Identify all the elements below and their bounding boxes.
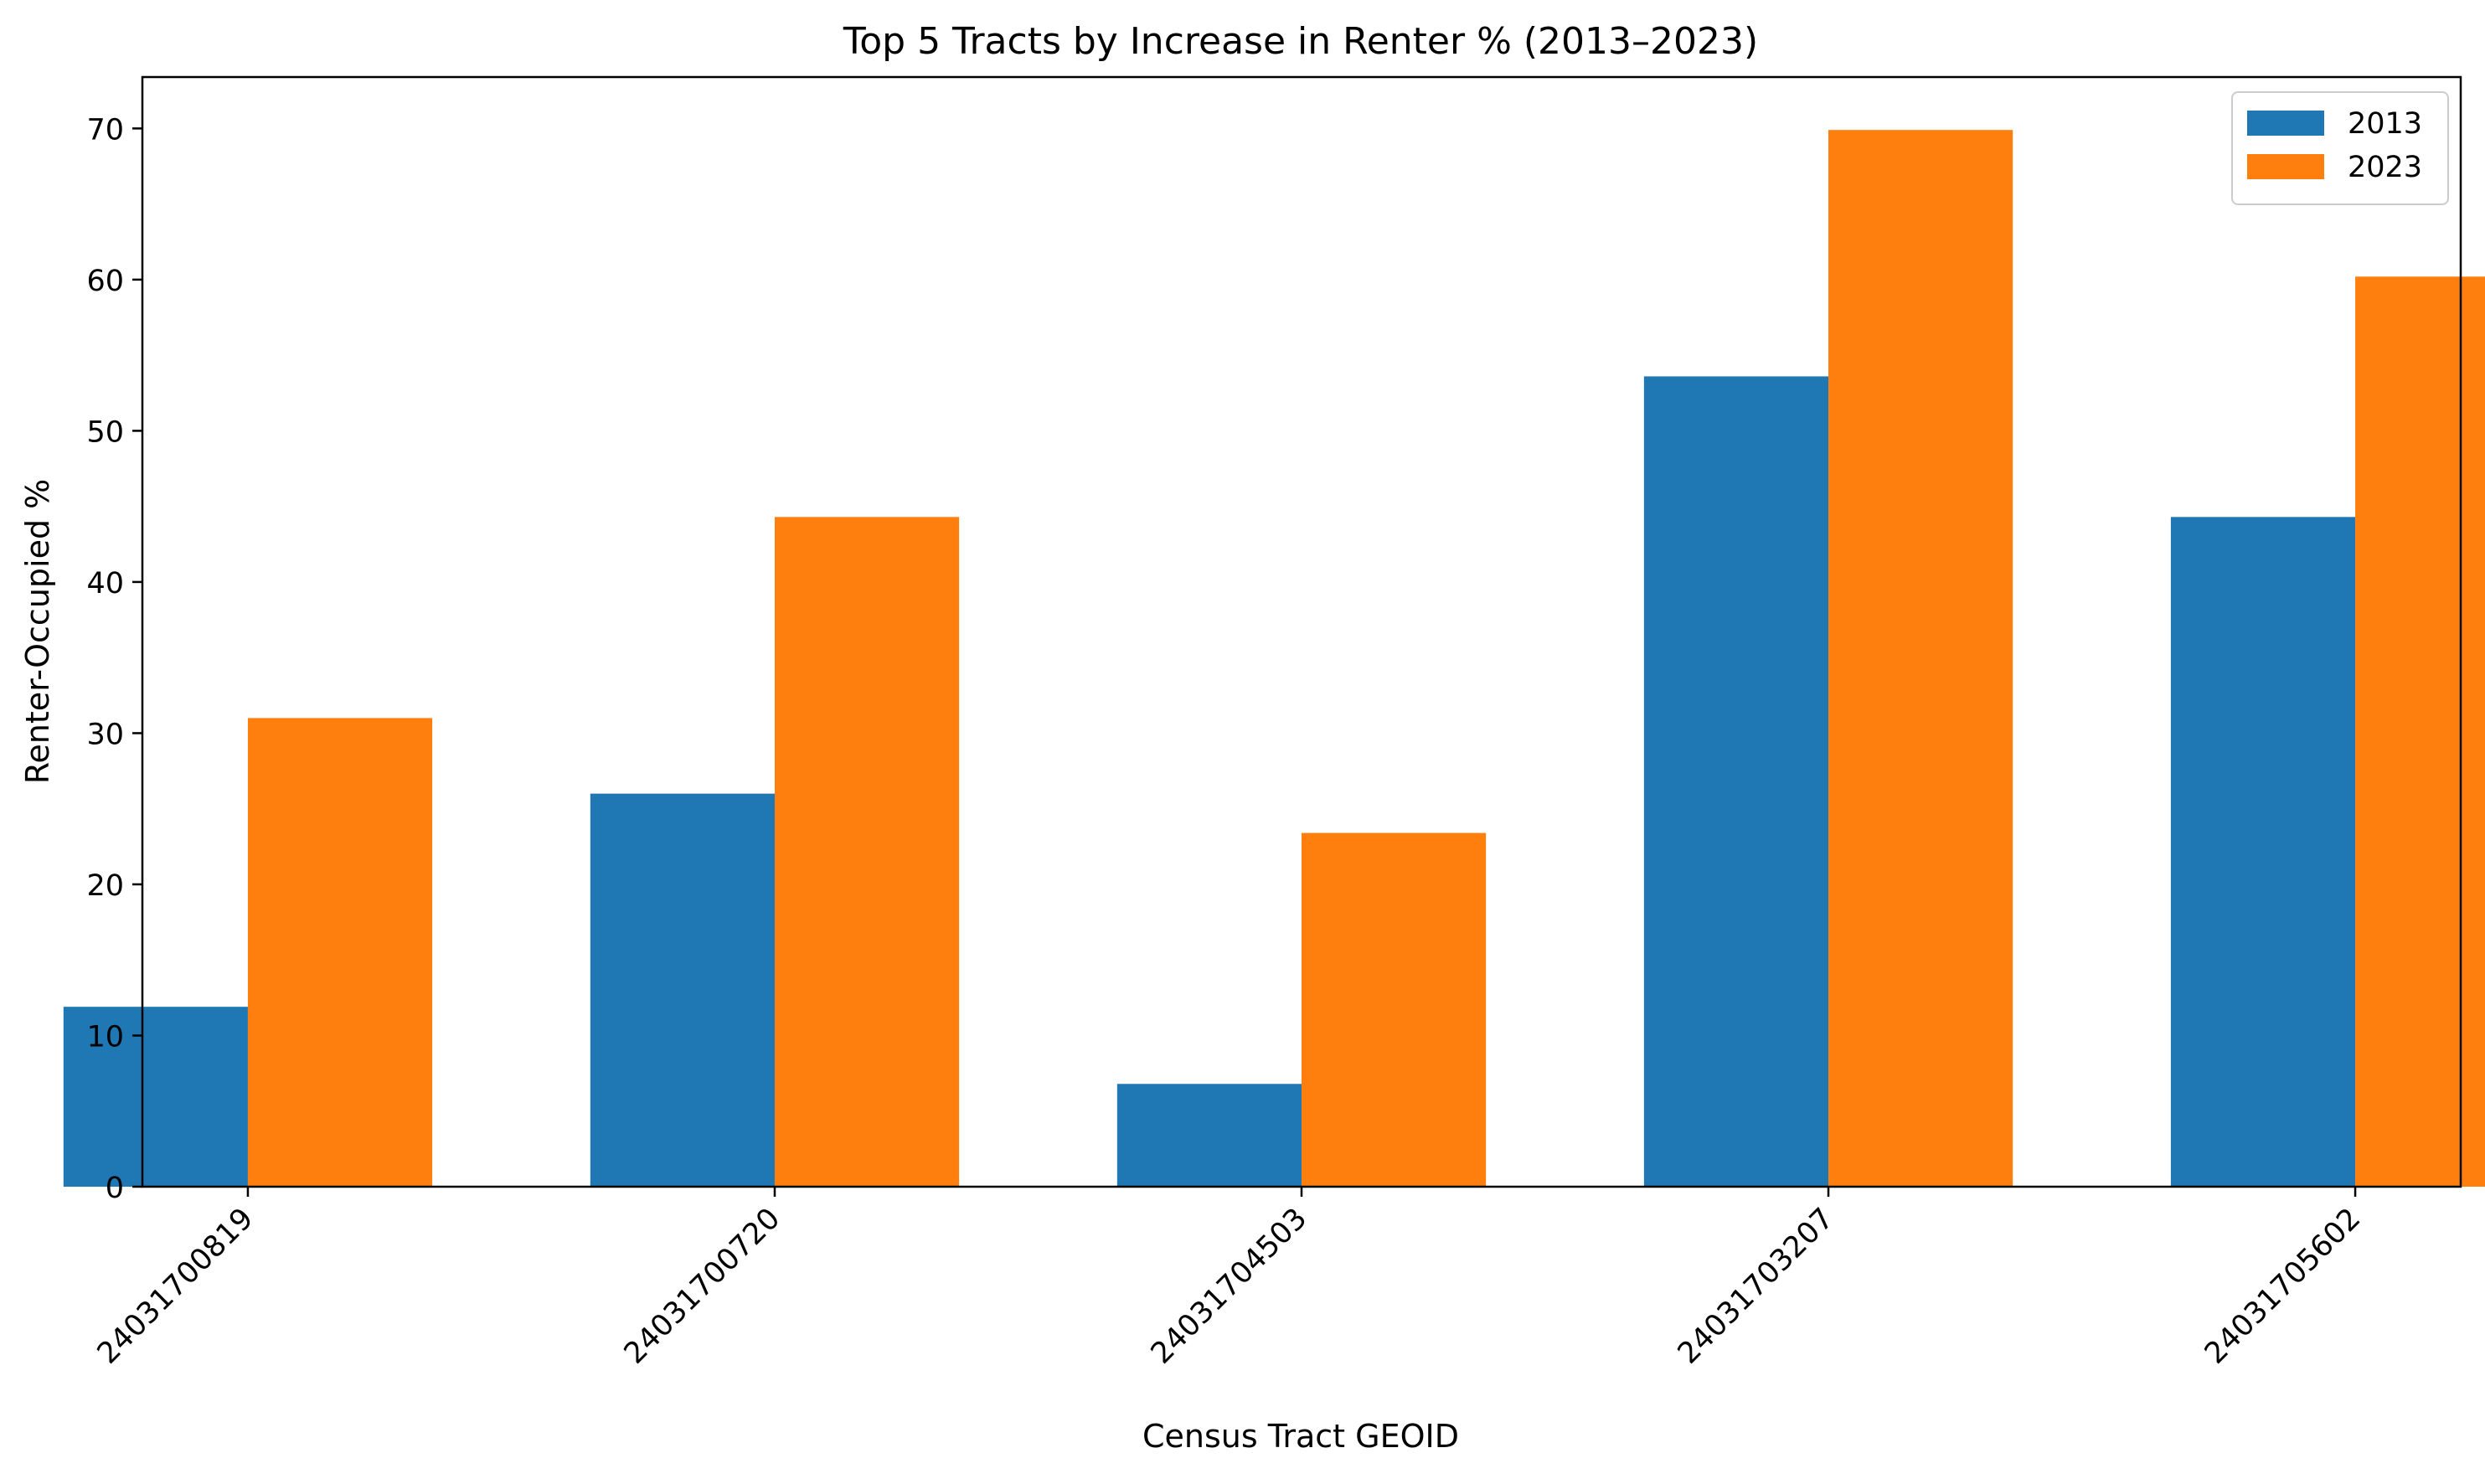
y-tick-label: 0: [106, 1172, 124, 1205]
bar-2023-24031700720: [774, 517, 960, 1187]
y-tick-label: 30: [86, 718, 124, 751]
y-axis: 0 10 20 30 40 50 60 70: [86, 113, 142, 1205]
y-axis-label: Renter-Occupied %: [19, 479, 56, 785]
x-tick-label: 24031703207: [1672, 1202, 1840, 1370]
plot-frame: [141, 75, 2462, 1188]
y-tick-label: 60: [86, 265, 124, 298]
bar-2013-24031700819: [63, 1007, 248, 1187]
bar-2013-24031700720: [590, 793, 775, 1187]
legend-swatch-2023: [2247, 154, 2324, 179]
bar-2023-24031704503: [1302, 832, 1487, 1187]
bars-group: [63, 130, 2485, 1188]
legend: 2013 2023: [2231, 91, 2449, 205]
y-tick-label: 70: [86, 113, 124, 147]
bar-2013-24031704503: [1116, 1084, 1302, 1187]
y-tick-label: 20: [86, 869, 124, 903]
legend-label-2023: 2023: [2348, 151, 2422, 184]
y-tick-label: 40: [86, 567, 124, 600]
legend-swatch-2013: [2247, 111, 2324, 136]
bar-2023-24031700819: [247, 718, 433, 1187]
y-tick-label: 10: [86, 1020, 124, 1054]
x-tick-label: 24031704503: [1145, 1202, 1313, 1370]
x-axis: 24031700819 24031700720 24031704503 2403170…: [91, 1187, 2367, 1371]
bar-2023-24031705602: [2355, 276, 2485, 1187]
chart-title: Top 5 Tracts by Increase in Renter % (20…: [843, 20, 1758, 63]
bar-2013-24031705602: [2170, 517, 2356, 1187]
bar-2013-24031703207: [1643, 376, 1829, 1188]
x-tick-label: 24031700819: [91, 1202, 260, 1370]
legend-label-2013: 2013: [2348, 107, 2422, 141]
x-axis-label: Census Tract GEOID: [1142, 1418, 1459, 1455]
bar-2023-24031703207: [1828, 130, 2013, 1188]
x-tick-label: 24031700720: [618, 1202, 786, 1370]
x-tick-label: 24031705602: [2199, 1202, 2367, 1370]
y-tick-label: 50: [86, 415, 124, 449]
